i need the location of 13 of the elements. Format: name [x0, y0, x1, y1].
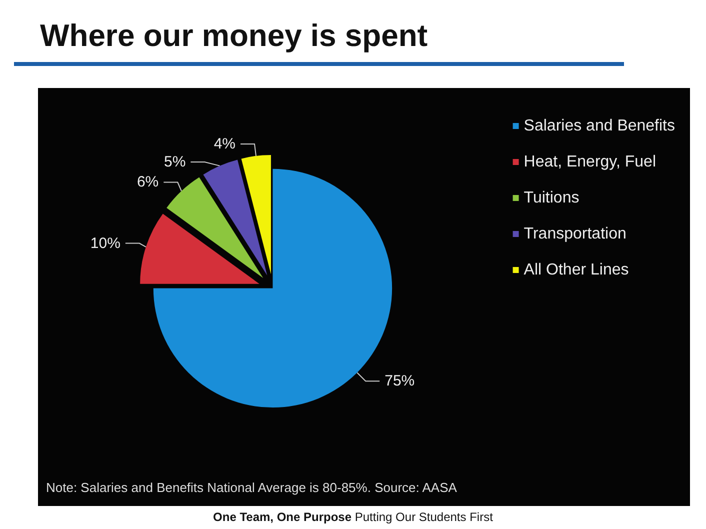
chart-title: Where our money is spent	[40, 18, 428, 54]
legend-label: Salaries and Benefits	[524, 118, 675, 134]
data-label: 5%	[164, 154, 186, 171]
legend-label: Heat, Energy, Fuel	[524, 154, 656, 170]
text: Note: Salaries and Benefits National Average is 80-85%. Source: AASA	[46, 480, 457, 495]
data-label: 10%	[90, 234, 120, 252]
text: One Team, One Purpose Putting Our Students First	[212, 510, 494, 524]
legend-label: Transportation	[524, 226, 626, 242]
legend-label: All Other Lines	[524, 262, 629, 278]
legend-label: Tuitions	[524, 190, 580, 206]
data-label: 75%	[384, 372, 415, 390]
data-label: 6%	[136, 174, 159, 191]
data-label: 4%	[214, 135, 236, 152]
